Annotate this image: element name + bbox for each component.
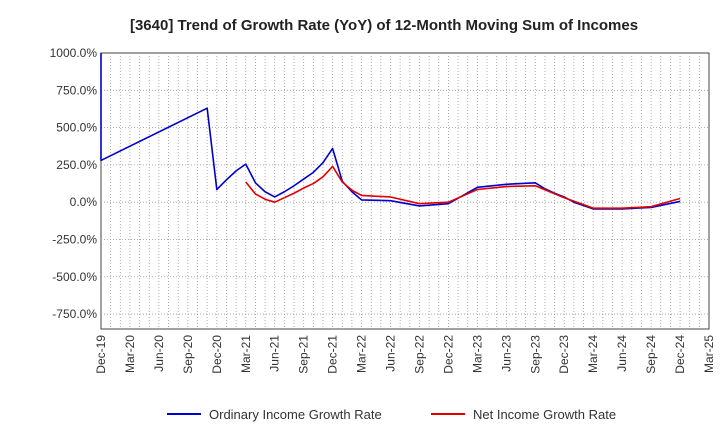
y-tick-label: -500.0%	[52, 270, 97, 284]
y-tick-label: 250.0%	[56, 158, 97, 172]
x-tick-label: Jun-21	[268, 335, 282, 372]
legend: Ordinary Income Growth Rate Net Income Gr…	[167, 407, 616, 422]
x-tick-label: Jun-20	[152, 335, 166, 372]
plot-area	[100, 52, 710, 330]
x-tick-label: Dec-22	[441, 335, 455, 374]
x-tick-label: Mar-23	[470, 335, 484, 373]
x-tick-label: Mar-24	[586, 335, 600, 373]
series-line-net-income-growth-rate	[245, 165, 681, 209]
x-tick-label: Dec-20	[210, 335, 224, 374]
y-tick-label: 500.0%	[56, 121, 97, 135]
x-tick-label: Mar-25	[702, 335, 716, 373]
x-axis: Dec-19 Mar-20 Jun-20 Sep-20 Dec-20 Mar-21 Jun-…	[94, 335, 716, 374]
y-tick-label: 0.0%	[70, 195, 98, 209]
x-tick-label: Sep-22	[412, 335, 426, 374]
x-tick-label: Dec-23	[557, 335, 571, 374]
x-tick-label: Mar-20	[123, 335, 137, 373]
y-tick-label: 1000.0%	[50, 46, 98, 60]
x-tick-label: Jun-24	[615, 335, 629, 372]
x-tick-label: Mar-22	[355, 335, 369, 373]
legend-label: Ordinary Income Growth Rate	[209, 407, 382, 422]
x-tick-label: Dec-19	[94, 335, 108, 374]
x-tick-label: Jun-22	[384, 335, 398, 372]
x-tick-label: Sep-24	[644, 335, 658, 374]
y-axis: 1000.0% 750.0% 500.0% 250.0% 0.0% -250.0% -500…	[50, 46, 98, 321]
y-tick-label: -750.0%	[52, 307, 97, 321]
x-tick-label: Jun-23	[499, 335, 513, 372]
legend-label: Net Income Growth Rate	[473, 407, 616, 422]
y-tick-label: 750.0%	[56, 83, 97, 97]
chart-title: [3640] Trend of Growth Rate (YoY) of 12-…	[130, 17, 638, 34]
x-tick-label: Sep-23	[528, 335, 542, 374]
x-tick-label: Dec-24	[673, 335, 687, 374]
series-layer	[100, 53, 681, 210]
x-tick-label: Sep-21	[297, 335, 311, 374]
x-tick-label: Sep-20	[181, 335, 195, 374]
x-tick-label: Mar-21	[239, 335, 253, 373]
x-tick-label: Dec-21	[326, 335, 340, 374]
y-tick-label: -250.0%	[52, 232, 97, 246]
